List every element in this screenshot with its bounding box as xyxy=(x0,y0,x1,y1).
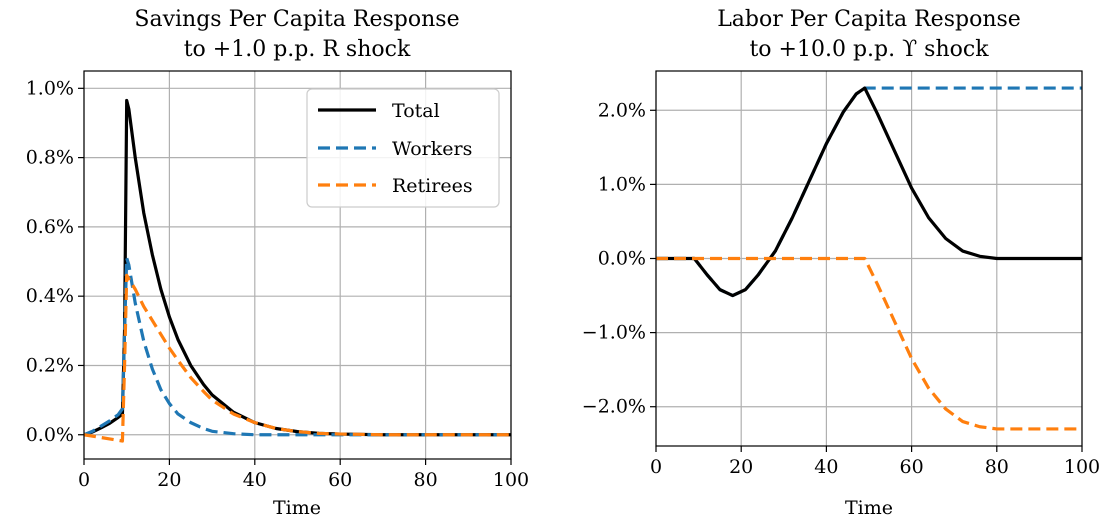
savings-chart-ticks: 0 20 40 60 80 100 0.0% 0.2% 0.4% 0.6% 0.8% 1.0% xyxy=(26,77,529,491)
savings-chart-ytick-label: 0.8% xyxy=(26,147,74,169)
savings-chart-ytick-label: 1.0% xyxy=(26,77,74,99)
savings-chart-xtick-label: 40 xyxy=(243,469,267,491)
savings-chart-xtick-label: 20 xyxy=(157,469,181,491)
savings-chart-series-retirees xyxy=(83,273,511,443)
savings-chart-title-line-1: Savings Per Capita Response xyxy=(134,7,459,32)
labor-chart-xtick-label: 0 xyxy=(650,456,662,478)
savings-chart-ytick-label: 0.0% xyxy=(26,424,74,446)
labor-chart-ytick-label: 2.0% xyxy=(598,99,646,121)
labor-chart-xtick-label: 80 xyxy=(985,456,1009,478)
savings-chart-xtick-label: 60 xyxy=(328,469,352,491)
savings-chart-ytick-label: 0.6% xyxy=(26,216,74,238)
labor-chart-ytick-label: 1.0% xyxy=(598,173,646,195)
savings-chart-ytick-label: 0.4% xyxy=(26,285,74,307)
labor-chart-title-line-1: Labor Per Capita Response xyxy=(717,7,1021,32)
labor-chart-xtick-label: 20 xyxy=(729,456,753,478)
savings-chart-xlabel: Time xyxy=(273,497,321,519)
savings-chart-xtick-label: 0 xyxy=(78,469,90,491)
savings-chart-title-line-2: to +1.0 p.p. R shock xyxy=(184,37,411,62)
legend-box xyxy=(306,88,500,208)
savings-chart-series-workers xyxy=(83,256,511,437)
savings-chart-ytick-label: 0.2% xyxy=(26,354,74,376)
labor-chart-xtick-label: 40 xyxy=(814,456,838,478)
legend-label-total: Total xyxy=(392,100,440,122)
savings-chart-xtick-label: 100 xyxy=(493,469,529,491)
labor-chart: Labor Per Capita Response to +10.0 p.p. … xyxy=(582,7,1100,519)
labor-chart-ytick-label: −1.0% xyxy=(582,322,646,344)
labor-chart-series-workers xyxy=(656,86,1082,298)
labor-chart-xlabel: Time xyxy=(845,497,893,519)
savings-chart-series xyxy=(83,98,511,443)
labor-chart-xtick-label: 60 xyxy=(900,456,924,478)
labor-chart-ytick-label: 0.0% xyxy=(598,248,646,270)
savings-chart-series-total xyxy=(83,98,511,437)
labor-chart-title-line-2: to +10.0 p.p. ϒ shock xyxy=(749,37,989,62)
legend-label-retirees: Retirees xyxy=(392,175,473,197)
labor-chart-series-retirees xyxy=(656,256,1082,431)
savings-chart-xtick-label: 80 xyxy=(414,469,438,491)
savings-chart-frame xyxy=(83,70,512,460)
savings-chart: Savings Per Capita Response to +1.0 p.p.… xyxy=(26,7,529,519)
legend-label-workers: Workers xyxy=(392,138,472,160)
savings-chart-legend: Total Workers Retirees xyxy=(306,88,500,208)
labor-chart-ytick-label: −2.0% xyxy=(582,396,646,418)
labor-chart-xtick-label: 100 xyxy=(1064,456,1100,478)
labor-chart-series-total xyxy=(656,86,1082,298)
labor-chart-series xyxy=(656,86,1082,431)
labor-chart-ticks: 0 20 40 60 80 100 2.0% 1.0% 0.0% −1.0% −2.0% xyxy=(582,99,1100,478)
